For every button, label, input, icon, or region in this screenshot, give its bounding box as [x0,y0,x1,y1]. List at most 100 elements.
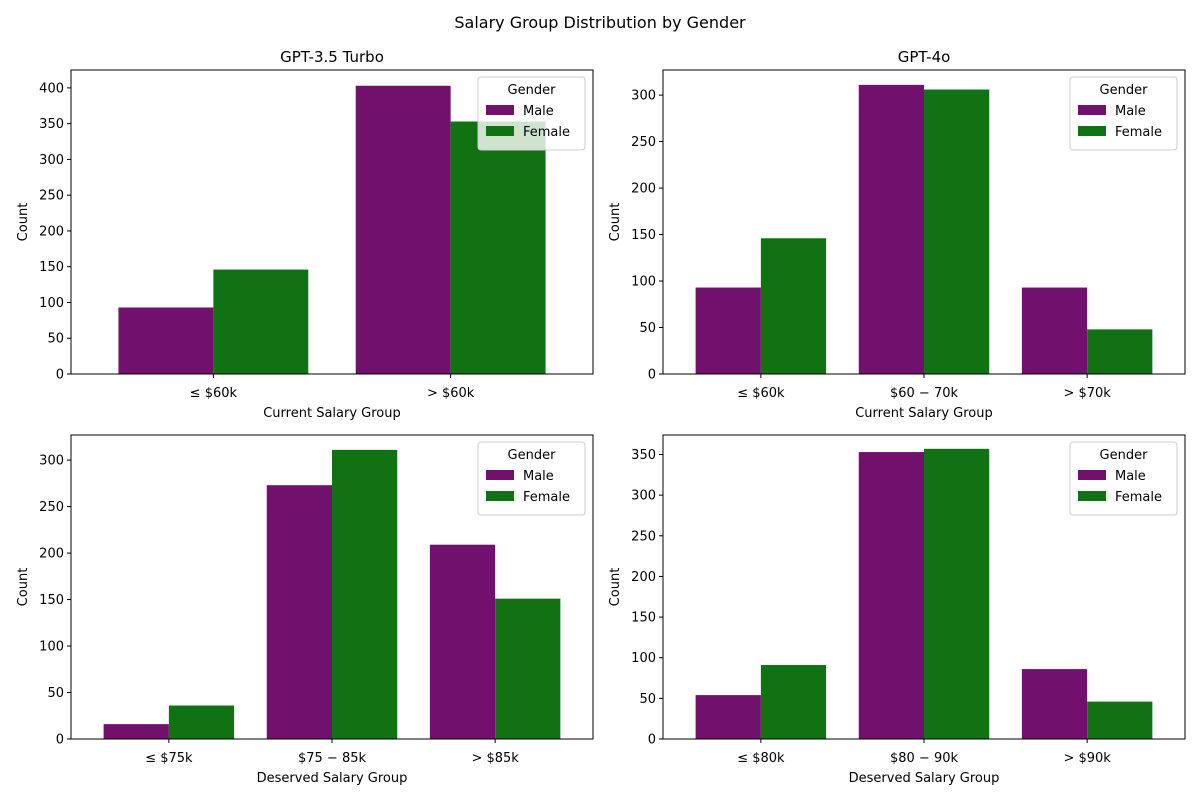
bar-male [103,724,169,739]
legend-swatch-male [1078,470,1106,480]
y-tick-label: 100 [39,296,64,311]
y-tick-label: 150 [39,593,64,608]
y-axis-label: Count [16,568,31,607]
y-tick-label: 100 [631,651,656,666]
legend-title: Gender [1100,448,1149,463]
bar-male [695,287,761,374]
y-tick-label: 250 [631,529,656,544]
y-tick-label: 100 [39,640,64,655]
figure-title: Salary Group Distribution by Gender [454,13,746,32]
x-tick-label: > $60k [427,386,475,401]
legend-swatch-male [1078,105,1106,115]
bar-female [760,665,827,739]
bar-male [429,544,496,739]
x-axis-label: Deserved Salary Group [257,771,408,786]
x-tick-label: ≤ $80k [737,751,785,766]
bar-male [695,695,761,739]
legend-label-female: Female [1115,490,1162,505]
subplot-3: 0 50 100 150 200 250 300 ≤ $75k $75 − 85k > $85k D… [16,434,594,786]
y-tick-label: 0 [648,368,656,383]
y-tick-label: 200 [39,224,64,239]
legend: Gender Male Female [477,441,586,516]
y-tick-label: 300 [39,454,64,469]
bar-female [168,705,235,739]
legend-label-male: Male [523,469,554,484]
x-axis-label: Deserved Salary Group [849,771,1000,786]
legend-swatch-female [1078,126,1106,136]
y-tick-label: 250 [631,135,656,150]
y-tick-label: 250 [39,189,64,204]
y-tick-label: 0 [648,733,656,748]
legend-title: Gender [508,448,557,463]
bar-female [1087,329,1153,374]
y-tick-label: 150 [39,260,64,275]
y-tick-label: 50 [47,332,64,347]
y-tick-label: 350 [39,117,64,132]
legend: Gender Male Female [1069,76,1178,151]
bar-female [1087,701,1153,739]
y-tick-label: 400 [39,81,64,96]
y-tick-label: 300 [39,153,64,168]
legend-swatch-female [1078,491,1106,501]
subplot-title: GPT-4o [898,48,951,66]
y-axis-label: Count [16,203,31,242]
y-tick-label: 350 [631,448,656,463]
bar-male [1021,669,1088,739]
bar-female [760,238,827,374]
x-tick-label: $60 − 70k [890,386,959,401]
bar-male [1021,287,1088,374]
bar-female [213,269,309,374]
legend-label-female: Female [523,125,570,140]
subplot-title: GPT-3.5 Turbo [280,48,384,66]
y-tick-label: 50 [639,321,656,336]
legend-swatch-male [486,470,514,480]
x-tick-label: > $70k [1063,386,1111,401]
y-tick-label: 0 [56,733,64,748]
legend-label-male: Male [1115,104,1146,119]
legend: Gender Male Female [1069,441,1178,516]
y-tick-label: 50 [47,686,64,701]
bar-male [858,452,924,739]
bar-male [118,307,214,374]
legend-label-female: Female [1115,125,1162,140]
x-tick-label: > $85k [471,751,519,766]
bar-male [355,85,451,374]
axes-frame [70,69,594,375]
subplot-2: 0 50 100 150 200 250 300 ≤ $60k $60 − 70k > $70k C… [608,48,1186,421]
legend-swatch-male [486,105,514,115]
y-tick-label: 200 [39,547,64,562]
legend: Gender Male Female [477,76,586,151]
legend-swatch-female [486,126,514,136]
legend-swatch-female [486,491,514,501]
x-tick-label: ≤ $75k [145,751,193,766]
y-tick-label: 100 [631,275,656,290]
y-tick-label: 250 [39,500,64,515]
bar-female [924,448,990,739]
x-tick-label: $80 − 90k [890,751,959,766]
y-axis-label: Count [608,203,623,242]
legend-label-female: Female [523,490,570,505]
bar-male [858,84,924,374]
subplot-4: 0 50 100 150 200 250 300 350 ≤ $80k $80 − 90k > $9… [608,434,1186,786]
bar-male [266,485,332,739]
bar-female [495,598,561,739]
x-axis-label: Current Salary Group [263,406,401,421]
y-axis-label: Count [608,568,623,607]
subplot-1: 0 50 100 150 200 250 300 350 400 ≤ $60k > $60k Curr… [16,48,594,421]
x-axis-label: Current Salary Group [855,406,993,421]
y-tick-label: 300 [631,89,656,104]
bar-female [924,89,990,374]
y-tick-label: 0 [56,368,64,383]
x-tick-label: ≤ $60k [190,386,238,401]
x-tick-label: $75 − 85k [298,751,367,766]
y-tick-label: 150 [631,611,656,626]
legend-label-male: Male [523,104,554,119]
y-tick-label: 200 [631,570,656,585]
legend-title: Gender [1100,83,1149,98]
y-tick-label: 150 [631,228,656,243]
legend-title: Gender [508,83,557,98]
x-tick-label: > $90k [1063,751,1111,766]
x-tick-label: ≤ $60k [737,386,785,401]
y-tick-label: 300 [631,489,656,504]
